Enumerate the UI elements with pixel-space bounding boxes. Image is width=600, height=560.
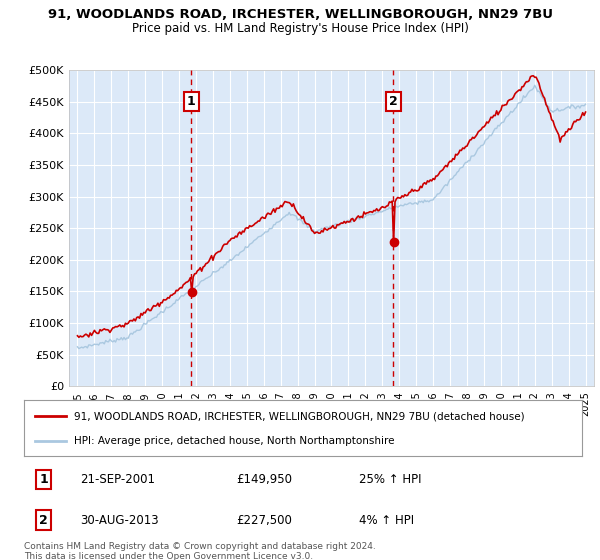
Text: 21-SEP-2001: 21-SEP-2001 — [80, 473, 155, 486]
Text: 1: 1 — [39, 473, 48, 486]
Text: £227,500: £227,500 — [236, 514, 292, 526]
Text: 2: 2 — [389, 95, 398, 108]
Text: Price paid vs. HM Land Registry's House Price Index (HPI): Price paid vs. HM Land Registry's House … — [131, 22, 469, 35]
Text: 91, WOODLANDS ROAD, IRCHESTER, WELLINGBOROUGH, NN29 7BU (detached house): 91, WOODLANDS ROAD, IRCHESTER, WELLINGBO… — [74, 411, 525, 421]
Text: Contains HM Land Registry data © Crown copyright and database right 2024.
This d: Contains HM Land Registry data © Crown c… — [24, 542, 376, 560]
Text: 25% ↑ HPI: 25% ↑ HPI — [359, 473, 421, 486]
Text: HPI: Average price, detached house, North Northamptonshire: HPI: Average price, detached house, Nort… — [74, 436, 395, 446]
Text: 30-AUG-2013: 30-AUG-2013 — [80, 514, 158, 526]
Text: 4% ↑ HPI: 4% ↑ HPI — [359, 514, 414, 526]
Text: 91, WOODLANDS ROAD, IRCHESTER, WELLINGBOROUGH, NN29 7BU: 91, WOODLANDS ROAD, IRCHESTER, WELLINGBO… — [47, 8, 553, 21]
Text: 1: 1 — [187, 95, 196, 108]
Text: 2: 2 — [39, 514, 48, 526]
Text: £149,950: £149,950 — [236, 473, 292, 486]
